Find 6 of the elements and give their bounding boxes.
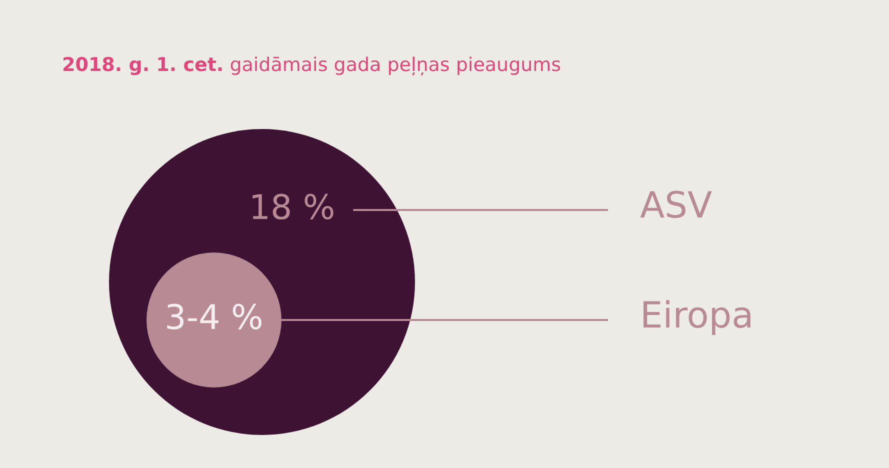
category-label: Eiropa: [640, 295, 754, 336]
data-label: 18 %: [248, 188, 336, 228]
text: gaidāmais gada peļņas pieaugums: [230, 54, 562, 76]
text: 2018. g. 1. cet.: [62, 54, 224, 76]
data-label: 3-4 %: [164, 298, 264, 338]
category-label: ASV: [640, 185, 712, 226]
